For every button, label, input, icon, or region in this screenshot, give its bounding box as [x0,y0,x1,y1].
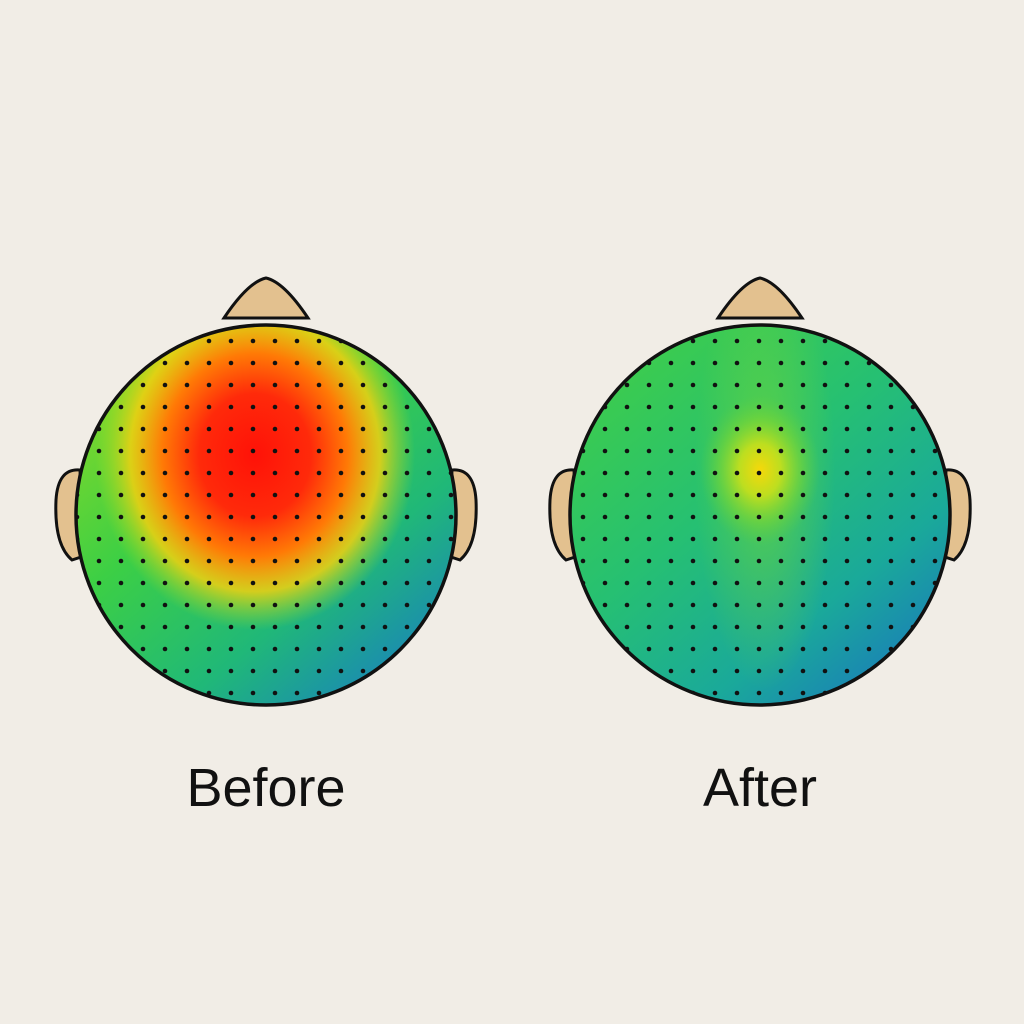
scalp-outline [74,323,458,707]
head-after: After [548,276,972,818]
electrodes [76,325,456,705]
head-before: Before [54,276,478,818]
scalp-outline [568,323,952,707]
electrodes [570,325,950,705]
panel-label: After [703,758,817,818]
nose [715,276,805,320]
panel-label: Before [186,758,345,818]
nose [221,276,311,320]
